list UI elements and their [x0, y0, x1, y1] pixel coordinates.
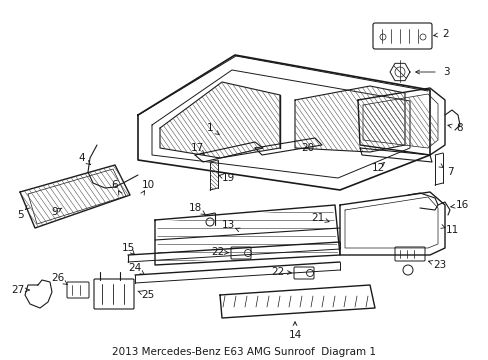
FancyBboxPatch shape [94, 279, 134, 309]
Text: 10: 10 [141, 180, 154, 190]
Text: 15: 15 [121, 243, 134, 253]
Text: 5: 5 [17, 210, 23, 220]
Text: 27: 27 [11, 285, 24, 295]
Text: 11: 11 [445, 225, 458, 235]
Text: 2013 Mercedes-Benz E63 AMG Sunroof  Diagram 1: 2013 Mercedes-Benz E63 AMG Sunroof Diagr… [112, 347, 375, 357]
FancyBboxPatch shape [293, 267, 313, 279]
FancyBboxPatch shape [394, 247, 424, 261]
Text: 26: 26 [51, 273, 64, 283]
Text: 6: 6 [111, 180, 118, 190]
Text: 8: 8 [456, 123, 462, 133]
Polygon shape [20, 165, 130, 228]
Polygon shape [362, 94, 437, 148]
Text: 1: 1 [206, 123, 213, 133]
Text: 25: 25 [141, 290, 154, 300]
FancyBboxPatch shape [230, 247, 250, 259]
FancyBboxPatch shape [67, 282, 89, 298]
Text: 21: 21 [311, 213, 324, 223]
Text: 7: 7 [446, 167, 452, 177]
Polygon shape [157, 207, 337, 263]
Text: 4: 4 [79, 153, 85, 163]
Text: 16: 16 [454, 200, 468, 210]
Text: 17: 17 [190, 143, 203, 153]
Text: 22: 22 [271, 267, 284, 277]
Text: 19: 19 [221, 173, 234, 183]
Text: 9: 9 [52, 207, 58, 217]
Polygon shape [294, 86, 404, 152]
Text: 3: 3 [442, 67, 448, 77]
Text: 18: 18 [188, 203, 201, 213]
Text: 14: 14 [288, 330, 301, 340]
Text: 13: 13 [221, 220, 234, 230]
Text: 24: 24 [128, 263, 142, 273]
Text: 20: 20 [301, 143, 314, 153]
Text: 12: 12 [370, 163, 384, 173]
Text: 22: 22 [211, 247, 224, 257]
Polygon shape [209, 160, 218, 190]
Text: 2: 2 [442, 29, 448, 39]
Text: 23: 23 [432, 260, 446, 270]
Polygon shape [160, 82, 280, 158]
FancyBboxPatch shape [372, 23, 431, 49]
